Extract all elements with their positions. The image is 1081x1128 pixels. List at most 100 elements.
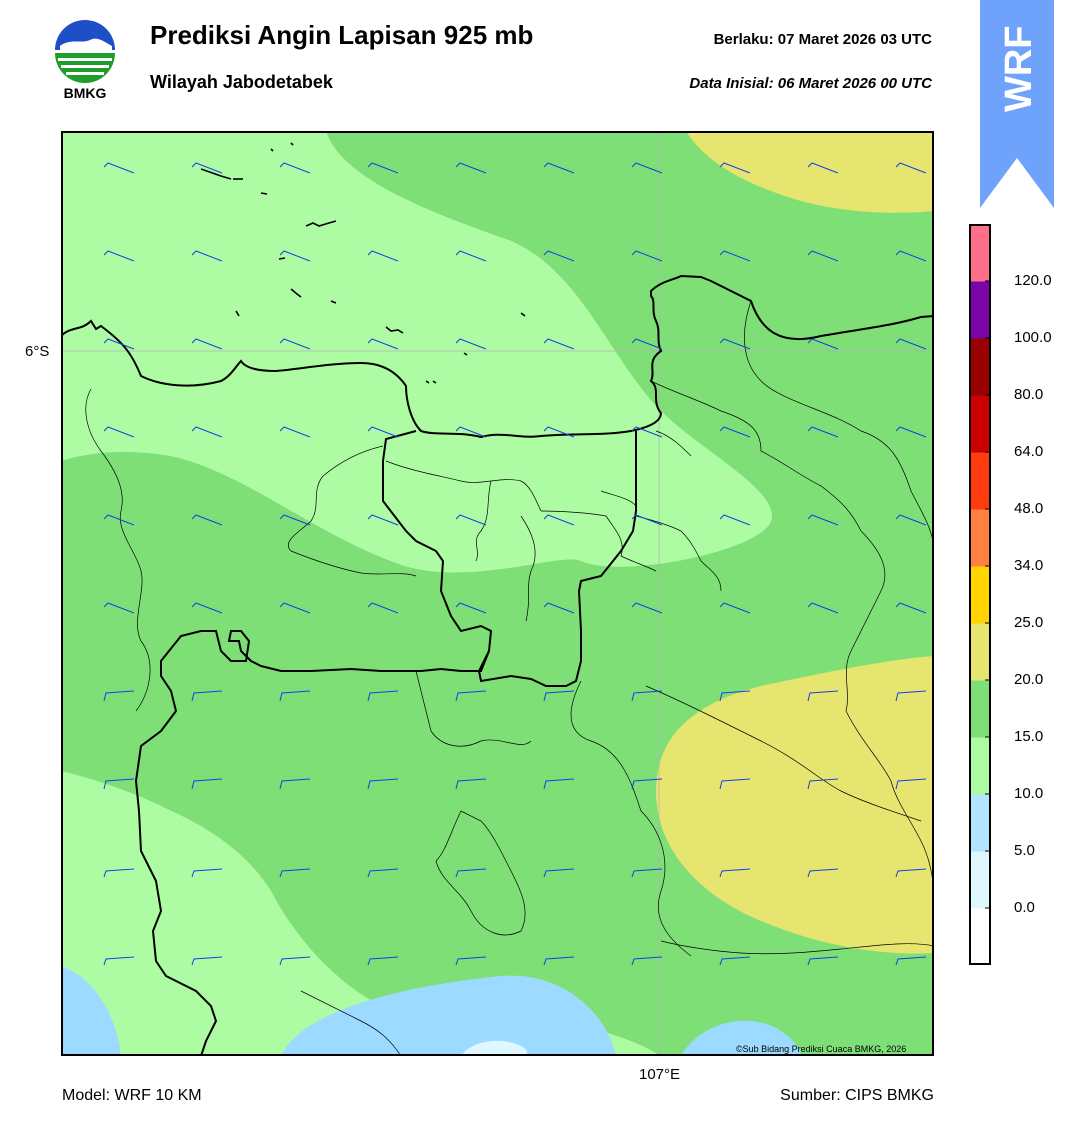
- wind-barb: [895, 162, 927, 174]
- wind-barb: [807, 868, 839, 878]
- source-label: Sumber: CIPS BMKG: [780, 1087, 934, 1104]
- wind-barb: [631, 868, 663, 878]
- colorbar-segment: [969, 680, 991, 738]
- wind-barb: [543, 868, 575, 878]
- wind-barb: [191, 956, 223, 966]
- colorbar-segment: [969, 794, 991, 852]
- province-border-east: [477, 431, 637, 687]
- wind-barb: [719, 162, 751, 174]
- wind-barb: [191, 338, 223, 350]
- wind-barb: [807, 602, 839, 614]
- zone-yellow-se: [656, 656, 934, 954]
- wind-barb: [631, 250, 663, 262]
- province-border-west: [134, 430, 493, 1056]
- bmkg-logo: BMKG: [52, 20, 118, 101]
- wind-barb: [631, 778, 663, 790]
- colorbar-tick-label: 0.0: [1014, 899, 1035, 916]
- wind-barb: [719, 778, 751, 790]
- model-label: Model: WRF 10 KM: [62, 1087, 202, 1104]
- wind-barb: [631, 514, 663, 526]
- region-subtitle: Wilayah Jabodetabek: [150, 72, 333, 92]
- wind-barb: [191, 250, 223, 262]
- wrf-badge: WRF: [979, 0, 1055, 210]
- wind-barb: [103, 514, 135, 526]
- colorbar-tick-label: 25.0: [1014, 614, 1044, 631]
- wind-barb: [719, 338, 751, 350]
- wind-barb: [103, 602, 135, 614]
- colorbar-tick-label: 15.0: [1014, 728, 1044, 745]
- colorbar-segment: [969, 737, 991, 795]
- wind-barb: [279, 426, 311, 438]
- wind-barb: [455, 778, 487, 790]
- wind-barb: [895, 868, 927, 878]
- colorbar-frame: [969, 224, 991, 965]
- wind-barb: [455, 690, 487, 702]
- colorbar-segment: [969, 452, 991, 510]
- zone-blue-se: [681, 1020, 801, 1056]
- wind-barb: [719, 602, 751, 614]
- wind-barb: [543, 426, 575, 438]
- wind-barb: [279, 602, 311, 614]
- wrf-badge-text: WRF: [998, 25, 1040, 112]
- wind-barb: [103, 690, 135, 702]
- wind-barb: [807, 514, 839, 526]
- coastline: [61, 274, 934, 439]
- wind-barb: [719, 956, 751, 966]
- wind-barb: [807, 956, 839, 966]
- wind-barb: [279, 690, 311, 702]
- wind-barb: [455, 250, 487, 262]
- wind-barb: [367, 162, 399, 174]
- wind-barb: [455, 868, 487, 878]
- wind-barb: [455, 514, 487, 526]
- page-title: Prediksi Angin Lapisan 925 mb: [150, 20, 534, 50]
- wind-barb: [543, 250, 575, 262]
- wind-barb: [807, 250, 839, 262]
- wind-barb: [367, 778, 399, 790]
- wind-barb: [191, 162, 223, 174]
- logo-text: BMKG: [64, 85, 107, 100]
- wind-barb: [895, 250, 927, 262]
- wind-barb: [367, 868, 399, 878]
- district-borders: [85, 300, 934, 1056]
- wind-barb: [543, 338, 575, 350]
- colorbar-segment: [969, 623, 991, 681]
- wind-barb: [631, 602, 663, 614]
- wind-barb: [191, 690, 223, 702]
- wind-barb: [543, 162, 575, 174]
- wind-barb: [191, 868, 223, 878]
- colorbar-segment: [969, 908, 991, 966]
- wind-barb: [191, 602, 223, 614]
- islands: [200, 142, 526, 384]
- wind-barb: [103, 778, 135, 790]
- colorbar-tick-label: 120.0: [1014, 272, 1052, 289]
- wind-barb: [367, 338, 399, 350]
- latitude-label: 6°S: [25, 343, 50, 360]
- wind-barb: [279, 514, 311, 526]
- wind-barb: [807, 162, 839, 174]
- map-frame: [61, 131, 934, 1056]
- wind-barb: [895, 338, 927, 350]
- colorbar-tick-label: 5.0: [1014, 842, 1035, 859]
- wind-barb: [191, 778, 223, 790]
- wind-barb: [103, 868, 135, 878]
- wind-barb: [455, 602, 487, 614]
- wind-barb: [631, 956, 663, 966]
- wind-barb: [807, 690, 839, 702]
- wind-barb: [279, 868, 311, 878]
- wind-barb: [103, 162, 135, 174]
- colorbar-segment: [969, 224, 991, 282]
- wind-barb: [279, 162, 311, 174]
- wind-barb: [367, 690, 399, 702]
- wind-barb: [543, 778, 575, 790]
- wind-barb: [543, 514, 575, 526]
- colorbar-tick-label: 64.0: [1014, 443, 1044, 460]
- wind-barb: [103, 426, 135, 438]
- wind-barb: [455, 426, 487, 438]
- wind-barbs: [103, 162, 927, 966]
- wind-barb: [807, 426, 839, 438]
- colorbar-segment: [969, 509, 991, 567]
- wind-barb: [543, 690, 575, 702]
- wind-barb: [895, 778, 927, 790]
- wind-barb: [279, 250, 311, 262]
- wind-barb: [807, 778, 839, 790]
